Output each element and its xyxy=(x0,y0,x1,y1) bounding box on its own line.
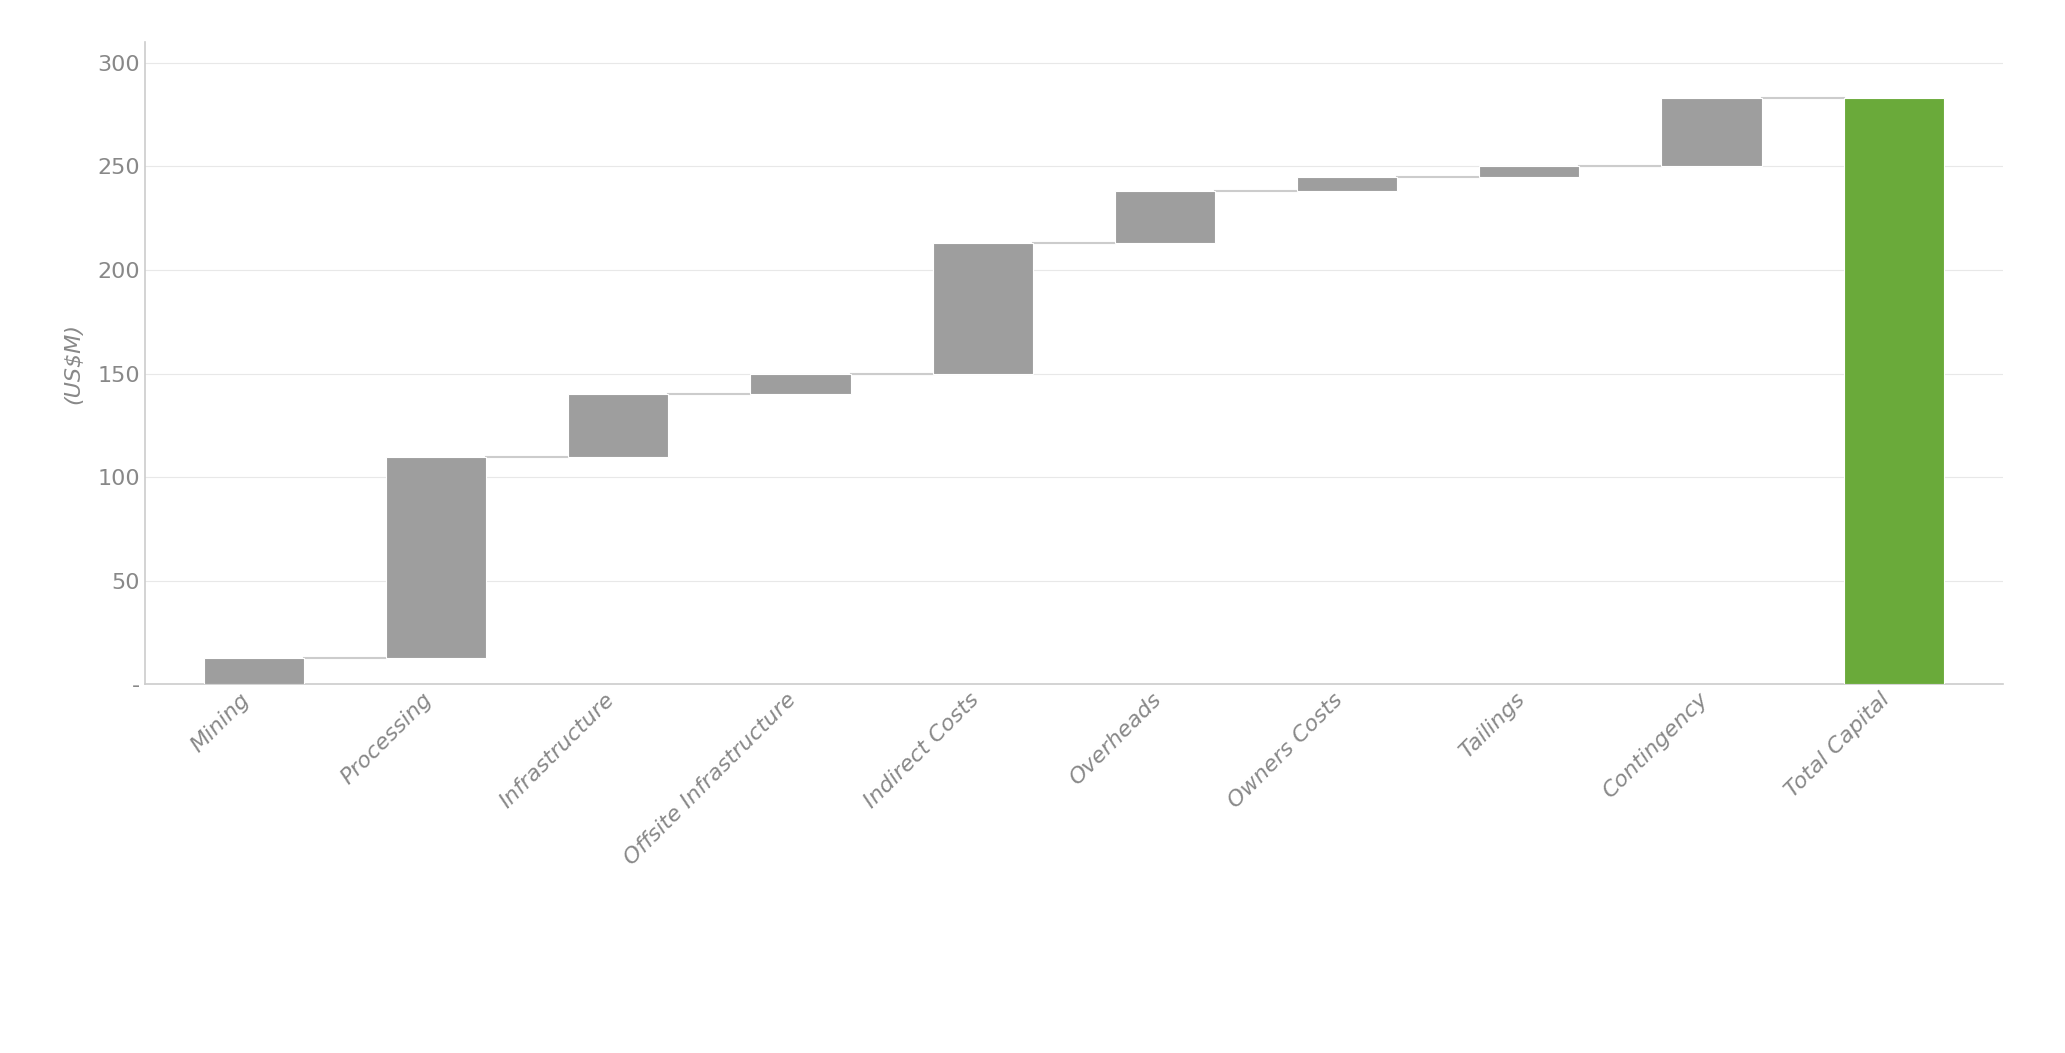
Bar xyxy=(933,243,1032,374)
Bar xyxy=(568,395,669,457)
Bar xyxy=(1297,177,1398,192)
Bar xyxy=(1662,98,1761,166)
Bar xyxy=(1844,98,1943,684)
Bar xyxy=(1479,166,1580,177)
Bar xyxy=(1115,192,1214,243)
Bar xyxy=(204,657,304,684)
Bar xyxy=(750,374,851,395)
Bar xyxy=(386,457,485,657)
Y-axis label: (US$M): (US$M) xyxy=(64,323,83,403)
